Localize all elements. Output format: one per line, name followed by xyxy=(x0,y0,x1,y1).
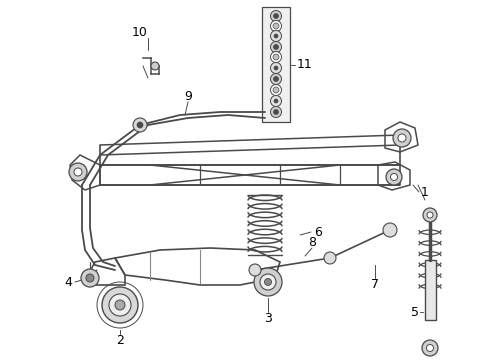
Text: 9: 9 xyxy=(184,90,192,103)
Circle shape xyxy=(426,345,434,351)
Circle shape xyxy=(274,34,278,38)
Circle shape xyxy=(133,118,147,132)
Circle shape xyxy=(270,41,281,53)
Circle shape xyxy=(69,163,87,181)
Circle shape xyxy=(383,223,397,237)
Circle shape xyxy=(273,13,278,18)
Circle shape xyxy=(393,129,411,147)
Circle shape xyxy=(422,340,438,356)
Circle shape xyxy=(270,21,281,31)
Text: 2: 2 xyxy=(116,333,124,346)
Circle shape xyxy=(265,279,271,285)
Circle shape xyxy=(391,174,397,180)
Text: 7: 7 xyxy=(371,279,379,292)
Circle shape xyxy=(249,264,261,276)
Circle shape xyxy=(273,54,279,60)
Circle shape xyxy=(86,274,94,282)
Bar xyxy=(424,260,436,320)
Text: 4: 4 xyxy=(64,275,72,288)
Circle shape xyxy=(270,95,281,107)
Text: 11: 11 xyxy=(297,58,313,72)
Text: 10: 10 xyxy=(132,26,148,39)
Circle shape xyxy=(270,10,281,22)
Circle shape xyxy=(102,287,138,323)
Circle shape xyxy=(273,45,278,49)
Circle shape xyxy=(137,122,143,128)
Circle shape xyxy=(274,99,278,103)
Circle shape xyxy=(273,87,279,93)
Circle shape xyxy=(270,73,281,85)
Circle shape xyxy=(386,169,402,185)
Bar xyxy=(262,7,290,122)
Circle shape xyxy=(423,208,437,222)
Circle shape xyxy=(273,77,278,81)
Circle shape xyxy=(81,269,99,287)
Circle shape xyxy=(274,66,278,70)
Circle shape xyxy=(273,109,278,114)
Circle shape xyxy=(74,168,82,176)
Circle shape xyxy=(427,212,433,218)
Circle shape xyxy=(260,274,276,290)
Circle shape xyxy=(270,63,281,73)
Text: 1: 1 xyxy=(421,185,429,198)
Circle shape xyxy=(270,51,281,63)
Circle shape xyxy=(270,107,281,117)
Circle shape xyxy=(254,268,282,296)
Text: 8: 8 xyxy=(308,237,316,249)
Text: 5: 5 xyxy=(411,306,419,319)
Circle shape xyxy=(109,294,131,316)
Circle shape xyxy=(270,31,281,41)
Circle shape xyxy=(324,252,336,264)
Text: 3: 3 xyxy=(264,311,272,324)
Circle shape xyxy=(115,300,125,310)
Circle shape xyxy=(273,23,279,29)
Circle shape xyxy=(270,85,281,95)
Circle shape xyxy=(151,62,159,70)
Text: 6: 6 xyxy=(314,225,322,238)
Circle shape xyxy=(398,134,406,142)
